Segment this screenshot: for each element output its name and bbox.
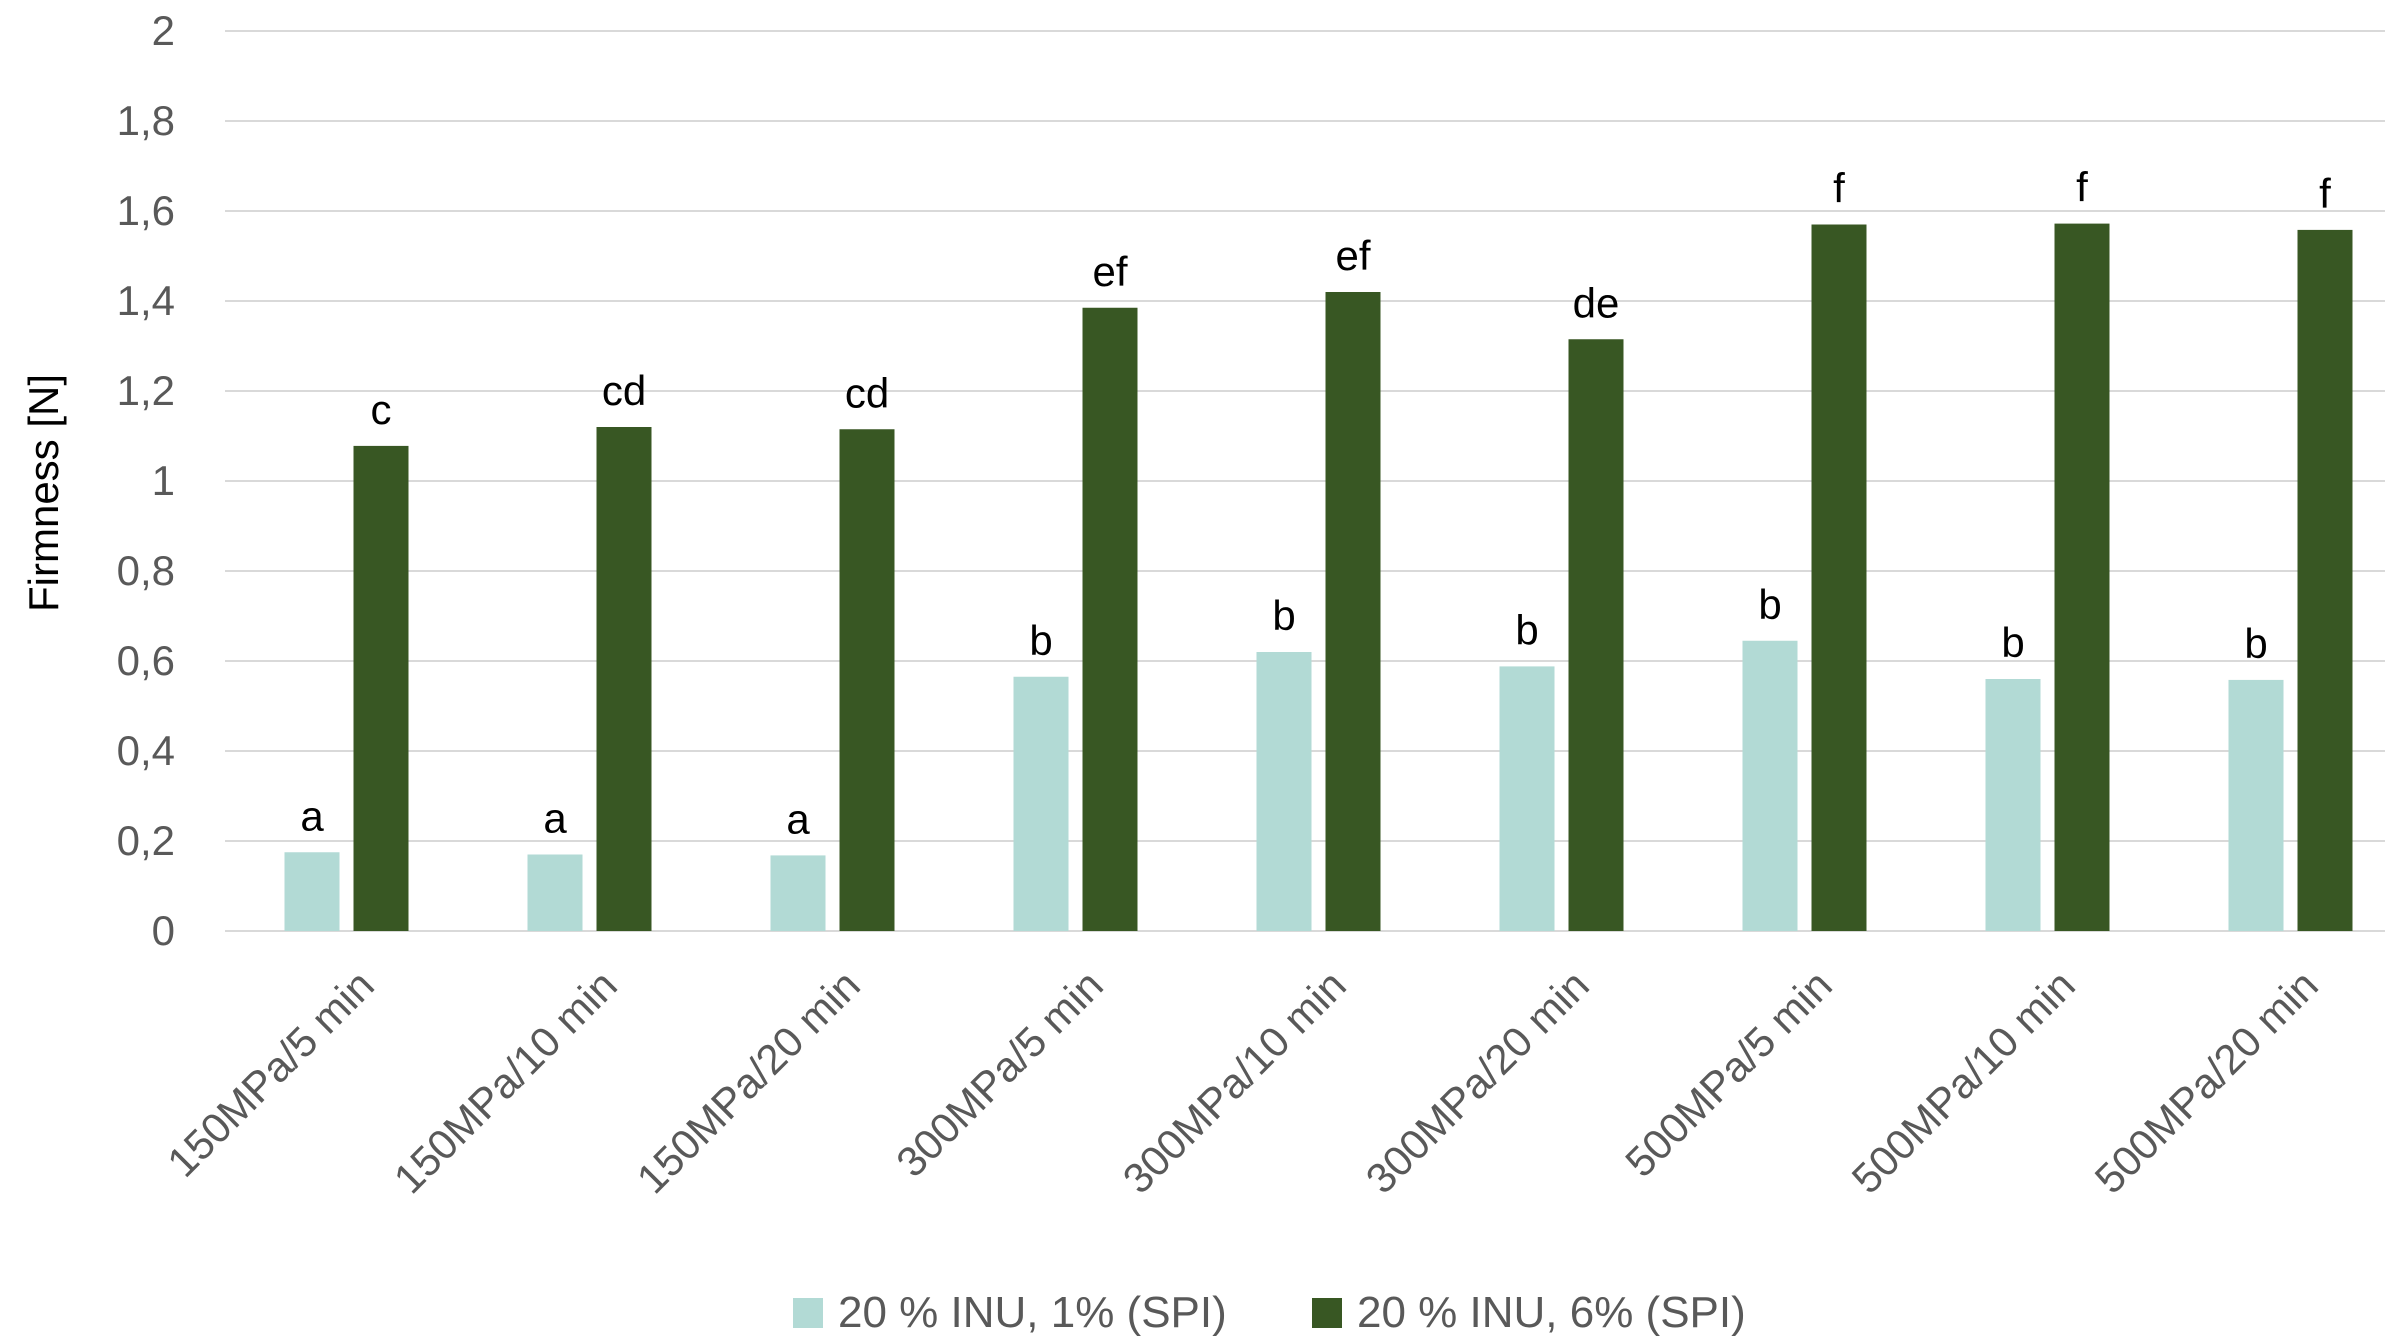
y-tick-label: 1,4	[117, 277, 175, 324]
bar-series-2	[596, 427, 652, 931]
y-tick-label: 0,4	[117, 727, 175, 774]
bar-series-1	[1256, 652, 1312, 931]
y-tick-label: 0,8	[117, 547, 175, 594]
x-axis-category-labels: 150MPa/5 min 150MPa/10 min 150MPa/20 min 30…	[158, 961, 2327, 1202]
bar-series-1	[1742, 640, 1798, 931]
y-axis-tick-labels: 0 0,2 0,4 0,6 0,8 1 1,2 1,4 1,6 1,8 2	[117, 7, 175, 954]
significance-label: b	[2001, 619, 2024, 666]
y-tick-label: 1,2	[117, 367, 175, 414]
significance-label: f	[1833, 165, 1845, 212]
bar-series-2	[1325, 292, 1381, 931]
legend-label-series-2: 20 % INU, 6% (SPI)	[1357, 1288, 1746, 1337]
x-category-label: 150MPa/5 min	[158, 961, 383, 1186]
legend: 20 % INU, 1% (SPI) 20 % INU, 6% (SPI)	[793, 1288, 1746, 1337]
gridlines	[225, 30, 2385, 932]
bar-series-2	[1811, 224, 1867, 931]
bar-series-1	[1499, 666, 1555, 931]
y-tick-label: 0,6	[117, 637, 175, 684]
significance-label: cd	[602, 367, 646, 414]
significance-label: a	[786, 795, 810, 842]
bar-series-2	[1082, 307, 1138, 931]
y-tick-label: 0	[152, 907, 175, 954]
bar-series-1	[770, 855, 826, 931]
bar-series-1	[284, 852, 340, 931]
y-tick-label: 1,6	[117, 187, 175, 234]
bar-series-2	[1568, 339, 1624, 931]
significance-label: b	[2244, 620, 2267, 667]
x-category-label: 500MPa/20 min	[2086, 961, 2327, 1202]
x-category-label: 500MPa/5 min	[1616, 961, 1841, 1186]
x-category-label: 300MPa/20 min	[1357, 961, 1598, 1202]
x-category-label: 150MPa/10 min	[385, 961, 626, 1202]
bar-series-2	[353, 445, 409, 931]
y-tick-label: 0,2	[117, 817, 175, 864]
bars	[284, 223, 2353, 932]
significance-label: f	[2076, 164, 2088, 211]
bar-series-1	[1013, 676, 1069, 931]
y-tick-label: 1,8	[117, 97, 175, 144]
x-category-label: 300MPa/5 min	[887, 961, 1112, 1186]
x-category-label: 150MPa/20 min	[628, 961, 869, 1202]
y-tick-label: 1	[152, 457, 175, 504]
significance-label: ef	[1335, 232, 1370, 279]
bar-series-1	[2228, 679, 2284, 931]
bar-series-1	[1985, 679, 2041, 931]
significance-label: ef	[1092, 248, 1127, 295]
bar-series-2	[2054, 223, 2110, 932]
x-category-label: 300MPa/10 min	[1114, 961, 1355, 1202]
y-axis-title: Firmness [N]	[20, 374, 67, 612]
legend-swatch-series-1	[793, 1298, 823, 1328]
bar-series-2	[839, 429, 895, 931]
y-tick-label: 2	[152, 7, 175, 54]
significance-label: b	[1272, 592, 1295, 639]
significance-label: f	[2319, 170, 2331, 217]
significance-label: b	[1515, 606, 1538, 653]
bar-series-2	[2297, 229, 2353, 931]
significance-label: a	[543, 795, 567, 842]
x-category-label: 500MPa/10 min	[1843, 961, 2084, 1202]
bar-series-1	[527, 854, 583, 931]
significance-label: cd	[845, 369, 889, 416]
significance-label: de	[1573, 279, 1620, 326]
legend-label-series-1: 20 % INU, 1% (SPI)	[838, 1288, 1227, 1337]
significance-label: b	[1029, 617, 1052, 664]
significance-label: c	[371, 386, 392, 433]
significance-label: a	[300, 792, 324, 839]
significance-labels: a c a cd a cd b ef b ef b de b f b f b f	[300, 164, 2331, 843]
significance-label: b	[1758, 581, 1781, 628]
legend-swatch-series-2	[1312, 1298, 1342, 1328]
